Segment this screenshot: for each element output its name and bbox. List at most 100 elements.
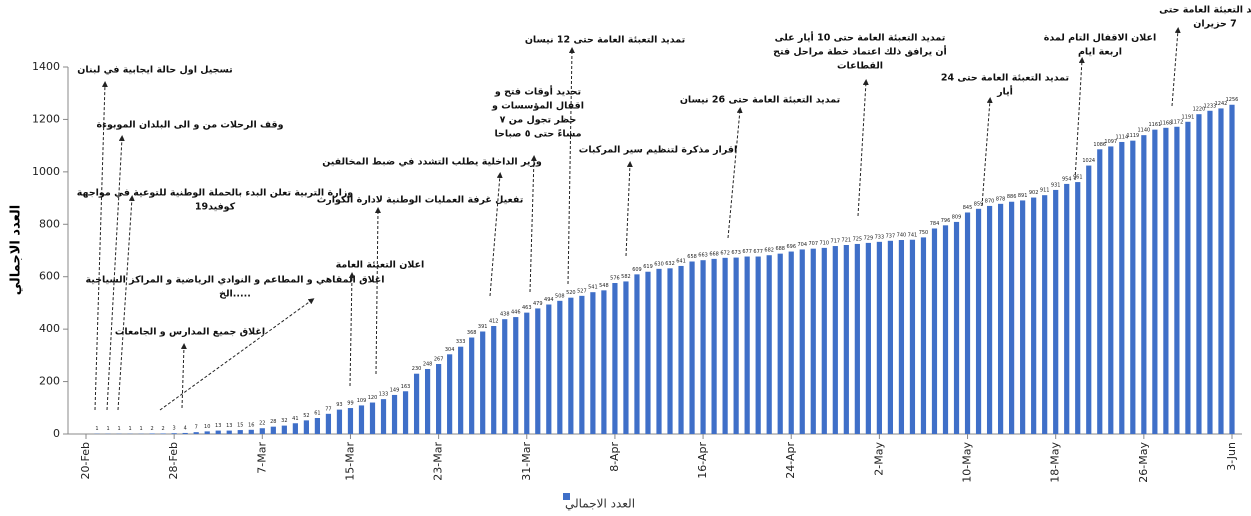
value-label: 707 — [808, 241, 818, 247]
bar — [513, 317, 518, 434]
bar — [634, 274, 639, 434]
annotation: أن يرافق ذلك اعتماد خطة مراحل فتح — [773, 45, 947, 58]
bar — [260, 428, 265, 434]
bar — [1053, 190, 1058, 434]
bar — [1108, 146, 1113, 434]
value-label: 961 — [1073, 175, 1083, 181]
value-label: 1 — [117, 426, 120, 432]
annotation-arrow — [376, 210, 378, 374]
bar — [1152, 130, 1157, 434]
value-label: 1140 — [1137, 128, 1150, 134]
value-label: 520 — [566, 290, 576, 296]
bar — [1163, 128, 1168, 434]
bar — [414, 374, 419, 434]
bar — [535, 308, 540, 434]
bar — [1185, 122, 1190, 434]
bar — [998, 204, 1003, 434]
bar — [326, 414, 331, 434]
x-tick-label: 28-Feb — [167, 442, 180, 479]
annotation-arrow — [858, 82, 866, 216]
bar — [1075, 182, 1080, 434]
value-label: 93 — [336, 402, 342, 408]
value-label: 704 — [797, 242, 807, 248]
bar — [667, 268, 672, 434]
annotation-arrow — [530, 158, 534, 292]
value-label: 717 — [831, 239, 841, 245]
bar — [447, 354, 452, 434]
value-label: 3 — [173, 426, 176, 432]
value-label: 479 — [533, 301, 543, 307]
annotation-arrow — [728, 110, 740, 238]
bar — [425, 369, 430, 434]
legend-label: العدد الاجمالي — [565, 497, 635, 511]
value-label: 28 — [270, 419, 276, 425]
bar — [293, 423, 298, 434]
value-label: 740 — [897, 233, 907, 239]
annotation-arrow — [160, 300, 312, 410]
bar — [348, 408, 353, 434]
bar — [965, 212, 970, 434]
bar — [723, 258, 728, 434]
bar — [976, 209, 981, 434]
annotation: اقفال المؤسسات و — [491, 101, 584, 112]
bar — [524, 313, 529, 434]
value-label: 630 — [654, 261, 664, 267]
value-label: 931 — [1051, 182, 1061, 188]
annotation: حظر تجول من ٧ — [500, 115, 577, 126]
x-tick-label: 3-Jun — [1225, 442, 1238, 471]
x-tick-label: 7-Mar — [255, 442, 268, 474]
bar — [271, 427, 276, 434]
bar — [711, 259, 716, 434]
bar — [1064, 184, 1069, 434]
x-tick-label: 24-Apr — [784, 442, 797, 479]
bar — [436, 364, 441, 434]
annotation-arrow — [118, 198, 132, 410]
value-label: 845 — [963, 205, 973, 211]
bar — [1141, 135, 1146, 434]
value-label: 582 — [621, 274, 631, 280]
bar — [689, 262, 694, 434]
bar — [1207, 111, 1212, 434]
x-tick-label: 10-May — [961, 442, 974, 483]
y-tick-label: 600 — [39, 270, 60, 283]
value-label: 725 — [853, 236, 863, 242]
annotation: اربعة ايام — [1078, 47, 1122, 58]
value-label: 688 — [775, 246, 785, 252]
value-label: 1256 — [1226, 97, 1239, 103]
value-label: 2 — [151, 426, 154, 432]
bar — [161, 433, 166, 434]
bar — [910, 240, 915, 434]
annotation-arrow — [350, 275, 352, 386]
value-label: 494 — [544, 297, 554, 303]
x-tick-label: 16-Apr — [696, 442, 709, 479]
value-label: 149 — [390, 387, 400, 393]
bar — [150, 433, 155, 434]
bar — [899, 240, 904, 434]
bar — [304, 420, 309, 434]
annotation-arrow — [490, 175, 500, 296]
value-label: 77 — [325, 406, 331, 412]
bar — [1218, 108, 1223, 434]
value-label: 677 — [753, 249, 763, 255]
value-label: 52 — [303, 413, 309, 419]
bar — [568, 298, 573, 434]
y-tick-label: 1200 — [32, 112, 60, 125]
x-tick-label: 31-Mar — [520, 442, 533, 481]
bar — [612, 283, 617, 434]
value-label: 1024 — [1082, 158, 1095, 164]
value-label: 1 — [106, 426, 109, 432]
bar — [656, 269, 661, 434]
x-tick-label: 18-May — [1049, 442, 1062, 483]
bar — [866, 243, 871, 434]
bar — [1031, 198, 1036, 434]
y-tick-label: 1000 — [32, 165, 60, 178]
x-tick-label: 26-May — [1137, 442, 1150, 483]
bar — [337, 410, 342, 434]
value-label: 13 — [215, 423, 221, 429]
value-label: 619 — [643, 264, 653, 270]
value-label: 682 — [764, 248, 774, 254]
bar — [1097, 149, 1102, 434]
annotation-arrow — [95, 84, 105, 410]
value-label: 673 — [731, 250, 741, 256]
